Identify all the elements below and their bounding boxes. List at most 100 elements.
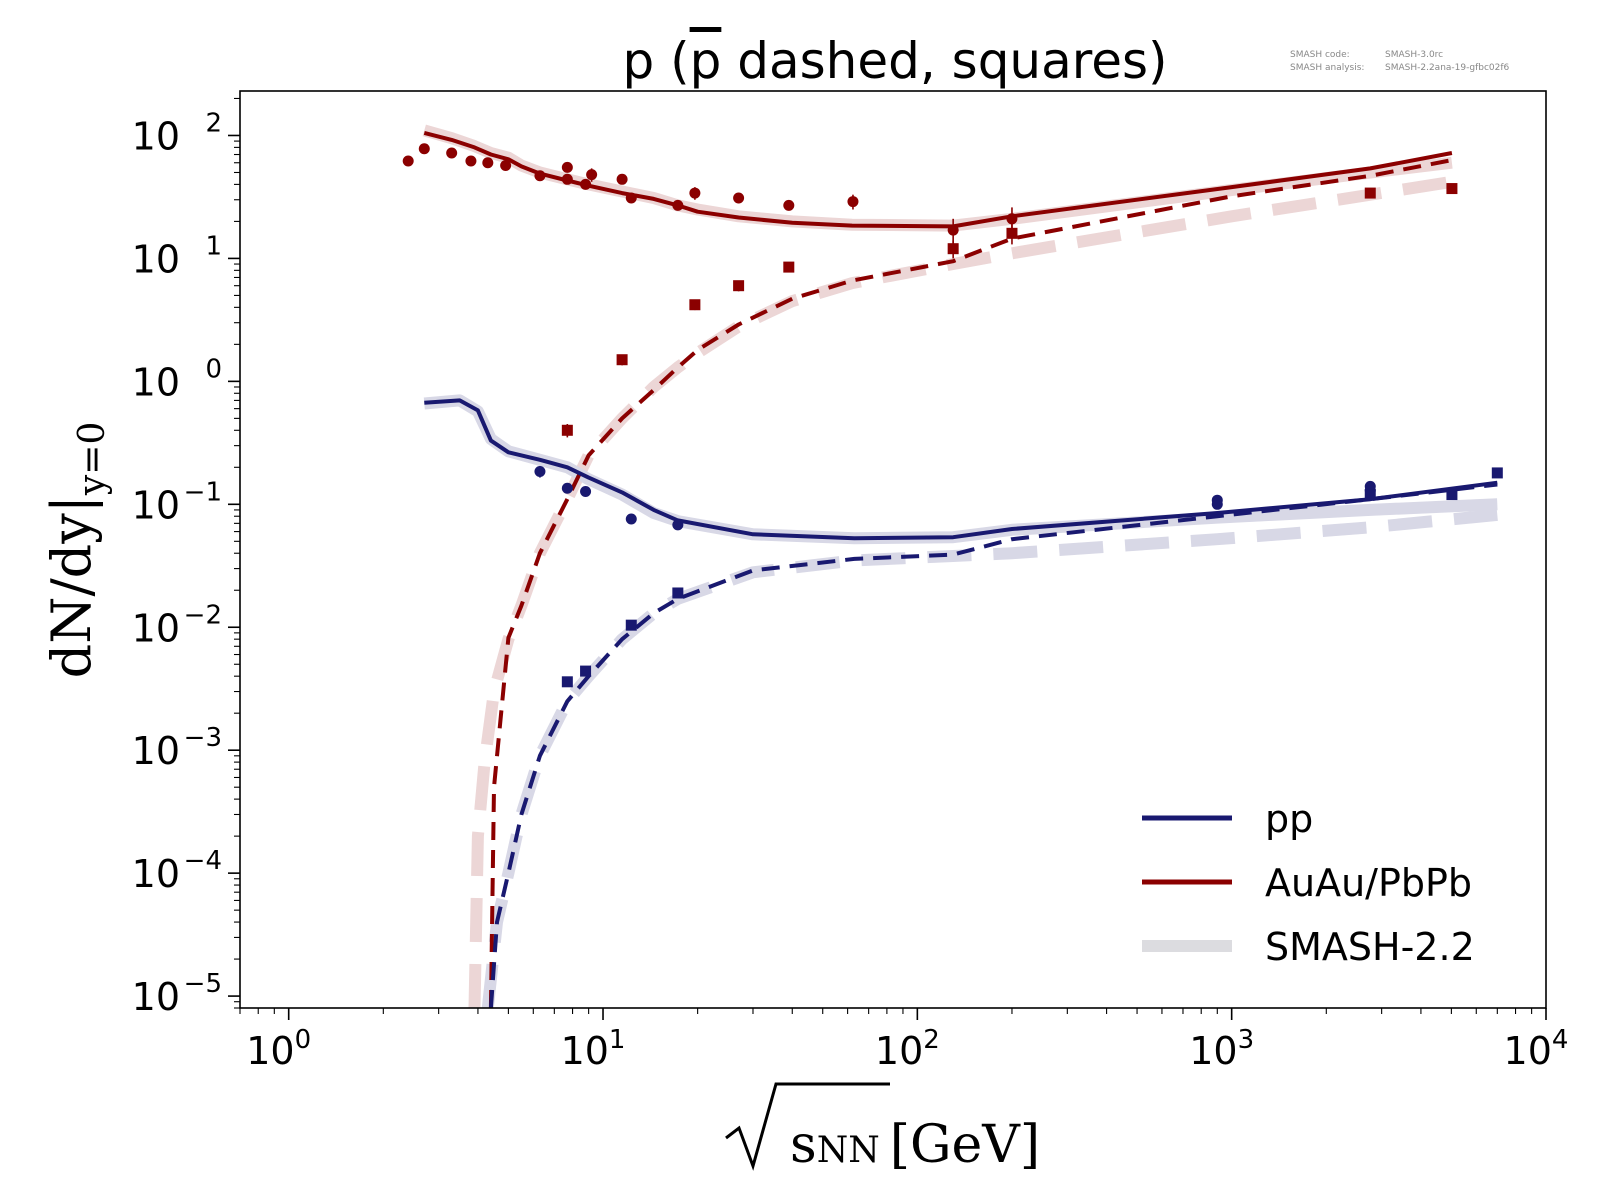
data-point-square-auau: [947, 243, 959, 255]
y-axis-label-sub: y=0: [72, 422, 113, 496]
data-point-square-pp: [625, 619, 637, 631]
x-tick-label: 101: [561, 1025, 626, 1073]
data-points: [402, 143, 1503, 688]
x-axis-label: sNN [GeV]: [725, 1082, 1040, 1175]
y-tick-base: 10: [132, 483, 180, 527]
x-axis-label-var: s: [790, 1115, 817, 1175]
x-tick-label: 100: [246, 1025, 311, 1073]
data-point-circle-pp: [1211, 494, 1223, 506]
series-line-auau-p: [423, 130, 1453, 229]
x-tick-base: 10: [561, 1029, 609, 1073]
data-point-circle-auau: [561, 173, 573, 185]
chart-title: p (p dashed, squares): [622, 32, 1167, 90]
x-tick-label: 103: [1189, 1025, 1254, 1073]
y-tick-label: 10 −5: [132, 969, 222, 1019]
x-tick-base: 10: [875, 1029, 923, 1073]
y-tick-exp: 0: [205, 354, 222, 384]
data-point-circle-auau: [783, 199, 795, 211]
meta-analysis-value: SMASH-2.2ana-19-gfbc02f6: [1385, 63, 1510, 73]
x-tick-exp: 3: [1238, 1025, 1255, 1055]
data-point-circle-auau: [586, 169, 598, 181]
x-tick-exp: 1: [609, 1025, 626, 1055]
meta-analysis-label: SMASH analysis:: [1290, 63, 1364, 73]
data-point-square-auau: [783, 261, 795, 273]
y-tick-label: 10 2: [132, 108, 222, 158]
x-tick-label: 104: [1504, 1025, 1569, 1073]
data-point-circle-auau: [482, 157, 494, 169]
data-point-circle-auau: [672, 199, 684, 211]
data-point-circle-auau: [534, 170, 546, 182]
y-tick-exp: 1: [205, 231, 222, 261]
series-line-auau-pbar-smash22: [468, 175, 1453, 1008]
legend-label-smash: SMASH-2.2: [1265, 925, 1475, 969]
y-tick-exp: −2: [184, 600, 222, 630]
data-point-square-auau: [733, 280, 745, 292]
data-point-square-pp: [1446, 489, 1458, 501]
data-point-circle-pp: [625, 513, 637, 525]
data-point-circle-auau: [561, 161, 573, 173]
data-point-circle-pp: [561, 482, 573, 494]
legend-label-pp: pp: [1265, 797, 1313, 841]
model-lines: [423, 130, 1498, 1008]
data-point-circle-auau: [418, 143, 430, 155]
x-axis-label-radical: [725, 1082, 890, 1171]
data-point-square-auau: [1446, 183, 1458, 195]
data-point-circle-auau: [580, 178, 592, 190]
series-line-pp-p: [424, 398, 1498, 541]
smash-metadata: SMASH code: SMASH-3.0rc SMASH analysis: …: [1290, 50, 1510, 73]
y-tick-label: 10 1: [132, 231, 222, 281]
x-axis: 100 101 102 103 104: [239, 1008, 1569, 1073]
y-tick-base: 10: [132, 606, 180, 650]
x-tick-exp: 2: [923, 1025, 940, 1055]
chart-title-pre: p (: [622, 32, 689, 90]
meta-code-value: SMASH-3.0rc: [1385, 50, 1443, 60]
data-point-square-auau: [1006, 227, 1018, 239]
data-point-square-pp: [561, 676, 573, 688]
data-point-square-pp: [1491, 467, 1503, 479]
data-point-circle-auau: [446, 147, 458, 159]
y-tick-exp: −4: [184, 846, 222, 876]
data-point-square-pp: [1364, 489, 1376, 501]
x-axis-label-text: sNN [GeV]: [790, 1115, 1040, 1175]
x-tick-exp: 0: [295, 1025, 312, 1055]
data-point-circle-pp: [580, 486, 592, 498]
x-tick-base: 10: [1504, 1029, 1552, 1073]
series-line-pp-pbar: [488, 482, 1498, 1008]
plot-frame: [239, 90, 1547, 1009]
series-line-pp-pbar-smash22: [481, 508, 1498, 1008]
y-tick-base: 10: [132, 729, 180, 773]
y-tick-base: 10: [132, 114, 180, 158]
data-point-circle-auau: [847, 196, 859, 208]
data-point-square-auau: [1364, 187, 1376, 199]
legend-label-auau: AuAu/PbPb: [1265, 861, 1472, 905]
y-tick-base: 10: [132, 852, 180, 896]
data-point-square-pp: [580, 665, 592, 677]
y-tick-base: 10: [132, 360, 180, 404]
y-tick-label: 10 −3: [132, 723, 222, 773]
data-point-circle-auau: [947, 224, 959, 236]
chart-title-pbar: p: [690, 32, 722, 90]
y-tick-exp: −5: [184, 969, 222, 999]
y-tick-label: 10 −1: [132, 477, 222, 527]
x-tick-base: 10: [1189, 1029, 1237, 1073]
data-point-square-pp: [672, 587, 684, 599]
x-tick-label: 102: [875, 1025, 940, 1073]
data-point-circle-pp: [534, 465, 546, 477]
y-tick-exp: 2: [205, 108, 222, 138]
chart-title-post: dashed, squares): [721, 32, 1167, 90]
data-point-circle-auau: [1006, 213, 1018, 225]
data-point-circle-auau: [616, 173, 628, 185]
data-point-square-auau: [616, 354, 628, 366]
y-tick-base: 10: [132, 975, 180, 1019]
y-tick-exp: −3: [184, 723, 222, 753]
data-point-square-auau: [689, 299, 701, 311]
y-tick-label: 10 0: [132, 354, 222, 404]
data-point-square-auau: [561, 424, 573, 436]
data-point-circle-auau: [625, 192, 637, 204]
y-tick-exp: −1: [184, 477, 222, 507]
x-axis-label-unit: [GeV]: [890, 1115, 1040, 1175]
y-tick-base: 10: [132, 237, 180, 281]
x-tick-exp: 4: [1552, 1025, 1569, 1055]
